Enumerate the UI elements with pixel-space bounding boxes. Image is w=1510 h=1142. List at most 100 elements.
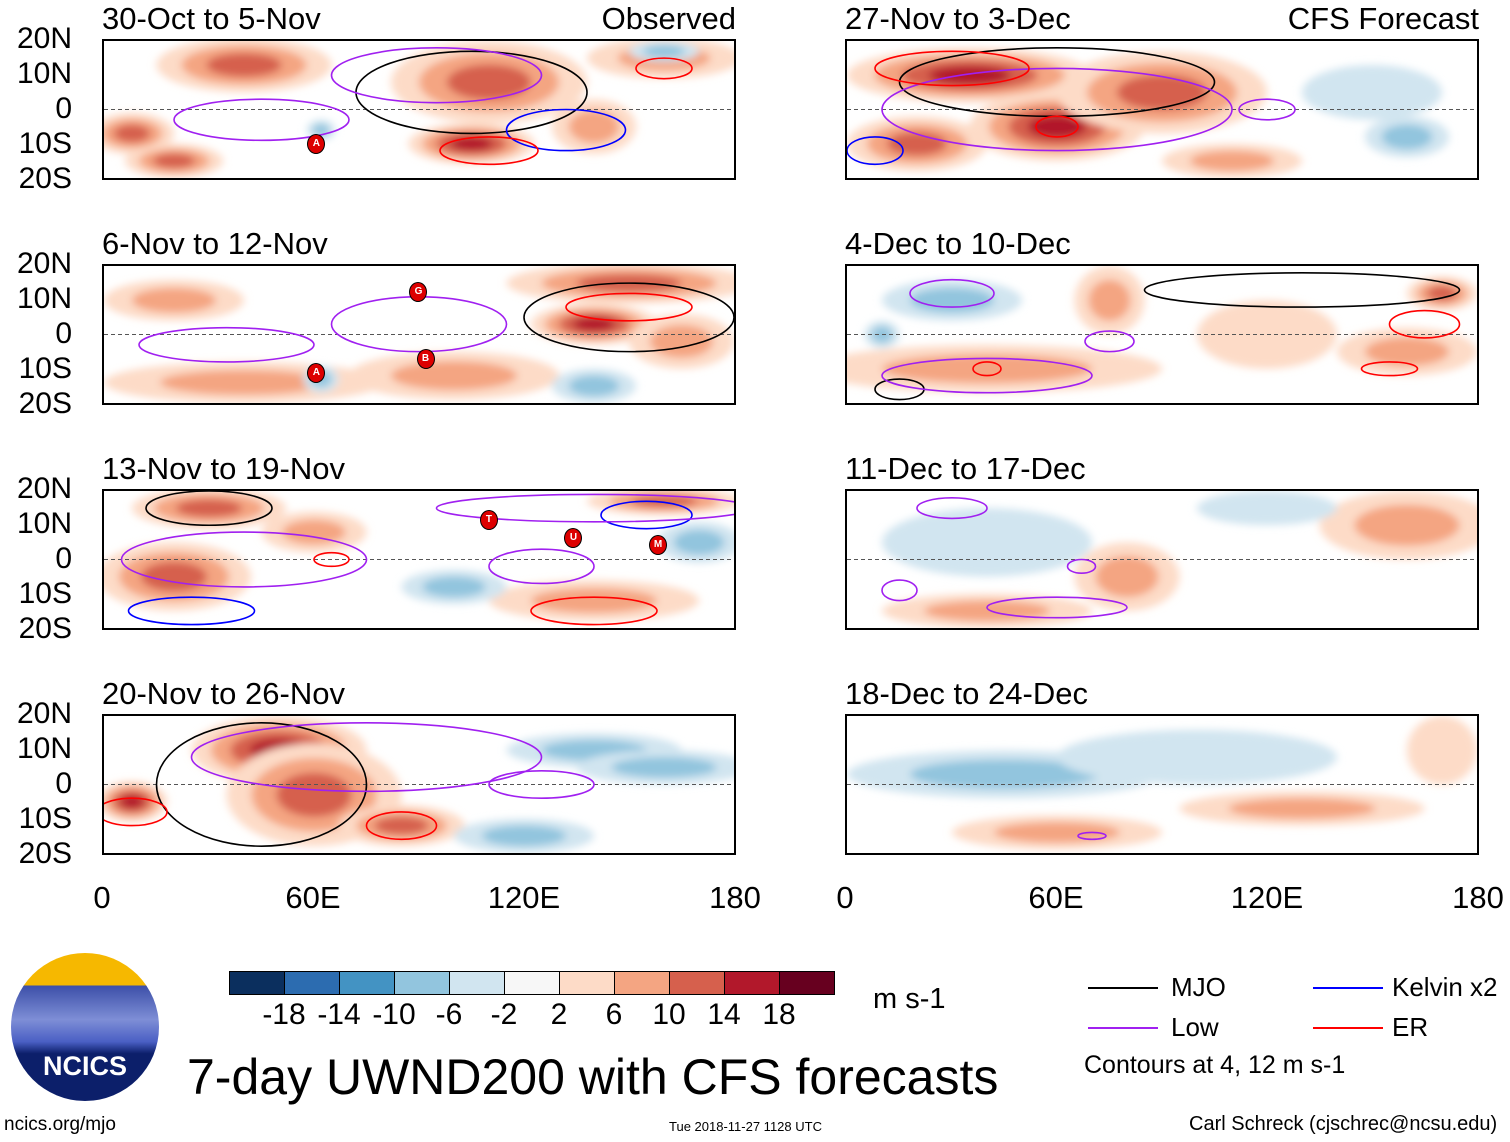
anomaly-shading	[631, 495, 697, 508]
anomaly-shading	[1365, 337, 1449, 367]
lon-label: 120E	[487, 880, 561, 915]
anomaly-shading	[611, 757, 717, 778]
panel-title: 11-Dec to 17-Dec	[845, 451, 1086, 486]
lat-label: 0	[55, 767, 72, 800]
er-contour	[875, 51, 1029, 85]
colorbar-label: -14	[317, 998, 361, 1031]
low-contour	[1068, 560, 1096, 574]
tropical-cyclone-icon: A	[307, 134, 326, 155]
colorbar	[229, 971, 835, 995]
kelvin-contour	[601, 501, 692, 528]
anomaly-shading	[1381, 124, 1433, 150]
lon-label: 60E	[1028, 880, 1084, 915]
lat-label: 20N	[16, 247, 72, 280]
er-contour	[531, 597, 657, 624]
figure-title: 7-day UWND200 with CFS forecasts	[187, 1049, 999, 1105]
anomaly-shading	[114, 124, 150, 143]
panel-title: 20-Nov to 26-Nov	[102, 676, 345, 711]
colorbar-label: -18	[262, 998, 306, 1031]
colorbar-label: 10	[652, 998, 686, 1031]
low-contour	[192, 723, 542, 792]
lat-label: 10N	[16, 57, 72, 90]
lon-label: 180	[709, 880, 761, 915]
legend-label: Low	[1171, 1012, 1219, 1042]
anomaly-shading	[673, 530, 725, 555]
mjo-contour	[146, 491, 272, 525]
anomaly-shading	[160, 370, 328, 395]
anomaly-shading	[391, 361, 517, 390]
tropical-cyclone-icon: B	[416, 348, 435, 369]
map-plot	[847, 266, 1477, 403]
anomaly-shading	[176, 499, 242, 517]
low-contour	[332, 297, 507, 352]
anomaly-shading	[882, 508, 1092, 577]
er-legend-line	[1313, 1027, 1383, 1029]
anomaly-shading	[531, 588, 657, 613]
low-contour	[917, 498, 987, 519]
anomaly-shading	[1427, 286, 1457, 301]
anomaly-shading	[928, 66, 1011, 85]
low-contour	[139, 328, 314, 362]
anomaly-shading	[374, 816, 429, 835]
lat-label: 20S	[18, 162, 72, 195]
er-contour	[1362, 362, 1418, 376]
er-contour	[566, 293, 692, 320]
map-panel	[845, 39, 1479, 180]
panel-source-label: CFS Forecast	[1287, 1, 1479, 36]
kelvin-contour	[847, 137, 903, 164]
colorbar-swatch	[340, 972, 395, 994]
anomaly-shading	[924, 600, 1050, 622]
low-contour	[1239, 99, 1295, 120]
site-link[interactable]: ncics.org/mjo	[4, 1114, 116, 1135]
tropical-cyclone-icon: A	[307, 362, 326, 383]
lat-label: 10S	[18, 352, 72, 385]
er-contour	[636, 58, 692, 79]
low-contour	[882, 68, 1232, 150]
kelvin-legend-line	[1313, 987, 1383, 989]
anomaly-shading	[910, 759, 1099, 789]
colorbar-label: 18	[762, 998, 796, 1031]
low-contour	[882, 358, 1092, 392]
timestamp: Tue 2018-11-27 1128 UTC	[669, 1119, 822, 1134]
lat-label: 10S	[18, 577, 72, 610]
map-panel	[102, 714, 736, 855]
lon-label: 180	[1452, 880, 1504, 915]
lat-label: 0	[55, 92, 72, 125]
colorbar-swatch	[230, 972, 285, 994]
low-contour	[332, 48, 542, 103]
lat-label: 0	[55, 317, 72, 350]
anomaly-shading	[1197, 491, 1337, 526]
anomaly-shading	[1027, 115, 1087, 139]
map-panel	[845, 489, 1479, 630]
map-plot	[104, 716, 734, 853]
legend-label: ER	[1392, 1012, 1429, 1042]
legend-label: Kelvin x2	[1392, 972, 1498, 1002]
lon-label: 120E	[1230, 880, 1304, 915]
lat-label: 10N	[16, 507, 72, 540]
colorbar-label: -6	[435, 998, 463, 1031]
lon-label: 0	[93, 880, 111, 915]
tropical-cyclone-icon: U	[564, 527, 583, 548]
anomaly-shading	[447, 64, 531, 100]
anomaly-shading	[1190, 150, 1274, 172]
er-contour	[973, 362, 1001, 376]
panel-source-label: Observed	[601, 1, 736, 36]
anomaly-shading	[643, 45, 685, 58]
er-contour	[440, 137, 538, 164]
low-contour	[882, 580, 917, 601]
lon-label: 60E	[285, 880, 341, 915]
anomaly-shading	[153, 153, 195, 169]
anomaly-shading	[568, 375, 620, 397]
colorbar-swatch	[450, 972, 505, 994]
colorbar-swatch	[505, 972, 560, 994]
er-contour	[314, 553, 349, 567]
er-contour	[1390, 311, 1460, 338]
map-panel: T U M	[102, 489, 736, 630]
colorbar-swatch	[395, 972, 450, 994]
map-plot	[104, 491, 734, 628]
anomaly-shading	[1095, 556, 1159, 598]
lat-label: 20N	[16, 697, 72, 730]
low-contour	[987, 597, 1127, 618]
mjo-contour	[1145, 273, 1460, 307]
